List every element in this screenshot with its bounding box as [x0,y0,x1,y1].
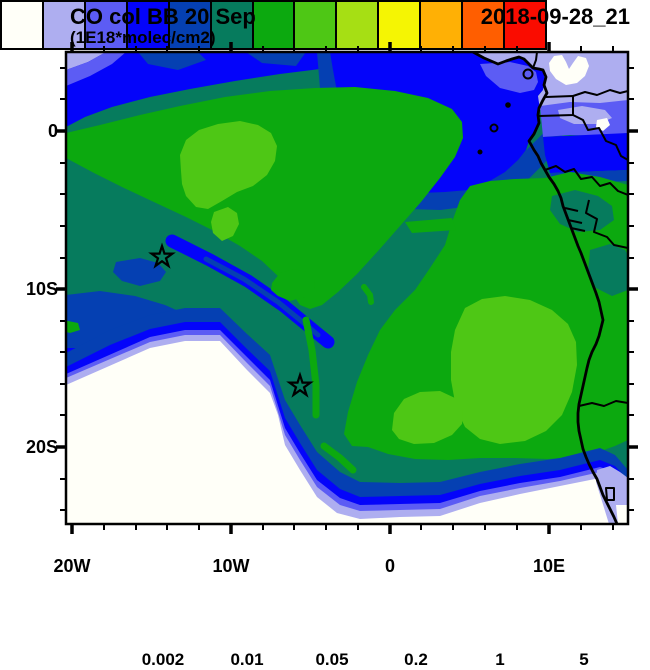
colorbar-label: 5 [579,650,589,669]
contour-region-green-leaf [271,269,315,301]
page-title: CO col BB 20 Sep [70,4,256,29]
contour-region-ne-violet-coastal [480,62,538,93]
contour-region-wing-lightcore [180,121,277,209]
colorbar-cell [211,2,254,48]
colorbar-cell [2,2,44,48]
contour-region-lightgreen-patch1 [451,296,577,444]
colorbar [0,0,547,50]
units-subtitle: (1E18*molec/cm2) [70,28,216,47]
colorbar-label: 1 [495,650,505,669]
colorbar-label: 0.01 [230,650,264,669]
island-annobon [477,149,483,155]
contour-region-star1-darkblob [113,258,166,286]
colorbar-cell [295,2,338,48]
colorbar-label: 0.05 [315,650,349,669]
contour-region-corner-lavender [66,52,106,70]
x-axis-label: 0 [385,556,395,576]
colorbar-cell [43,2,86,48]
colorbar-cell [463,2,506,48]
star-marker [148,242,176,269]
x-axis-label: 10W [212,556,249,576]
contour-region-green-wing [66,87,463,309]
y-axis-label: 20S [26,437,58,457]
y-axis-label: 10S [26,279,58,299]
colorbar-cell [127,2,170,48]
y-axis-label: 0 [48,121,58,141]
contour-region-teal-pocket1 [550,190,614,232]
colorbar-cell [505,2,545,48]
country-borders [532,52,628,501]
star-marker [286,371,314,398]
contour-region-green-sliver-b [361,284,374,305]
contour-region-top-dark2 [246,52,306,66]
contour-region-green-sliver-a [302,316,320,419]
island-principe [505,102,511,108]
contour-region-top-strip [66,52,356,127]
coastline [472,52,619,524]
contour-region-green-finger [405,218,456,233]
contour-region-corner-violet [66,52,126,86]
contour-region-ne-lavender-pocket [558,106,612,124]
contour-region-white-v-blob [549,55,589,85]
colorbar-label: 0.2 [404,650,428,669]
island-bioko [522,68,534,80]
contour-region-lightgreen-patch2 [392,391,463,444]
island-outlines [477,68,534,155]
contour-field [66,52,628,524]
valid-datetime: 2018-09-28_21 [480,4,630,29]
colorbar-cell [253,2,296,48]
x-axis-label: 10E [533,556,565,576]
contour-region-green-sliver-c [320,442,357,474]
contour-region-white-minimum [66,341,628,524]
contour-region-ne-blue-band [543,133,628,173]
colorbar-label: 0.002 [141,650,185,669]
contour-region-ne-lavender [473,52,628,110]
colorbar-cell [85,2,128,48]
contour-region-wing-lighttail [211,207,239,241]
colorbar-cell [337,2,380,48]
x-axis-label: 20W [53,556,90,576]
contour-region-left-green-dot [66,320,80,333]
contour-region-se-white-corner [616,505,628,524]
colorbar-cell [169,2,212,48]
colorbar-cell [421,2,464,48]
island-sao-tome [489,123,499,133]
contour-region-top-dark1 [138,52,206,70]
contour-region-teal-pocket2 [588,244,628,296]
colorbar-cell [379,2,422,48]
axis-ticks [56,42,638,534]
